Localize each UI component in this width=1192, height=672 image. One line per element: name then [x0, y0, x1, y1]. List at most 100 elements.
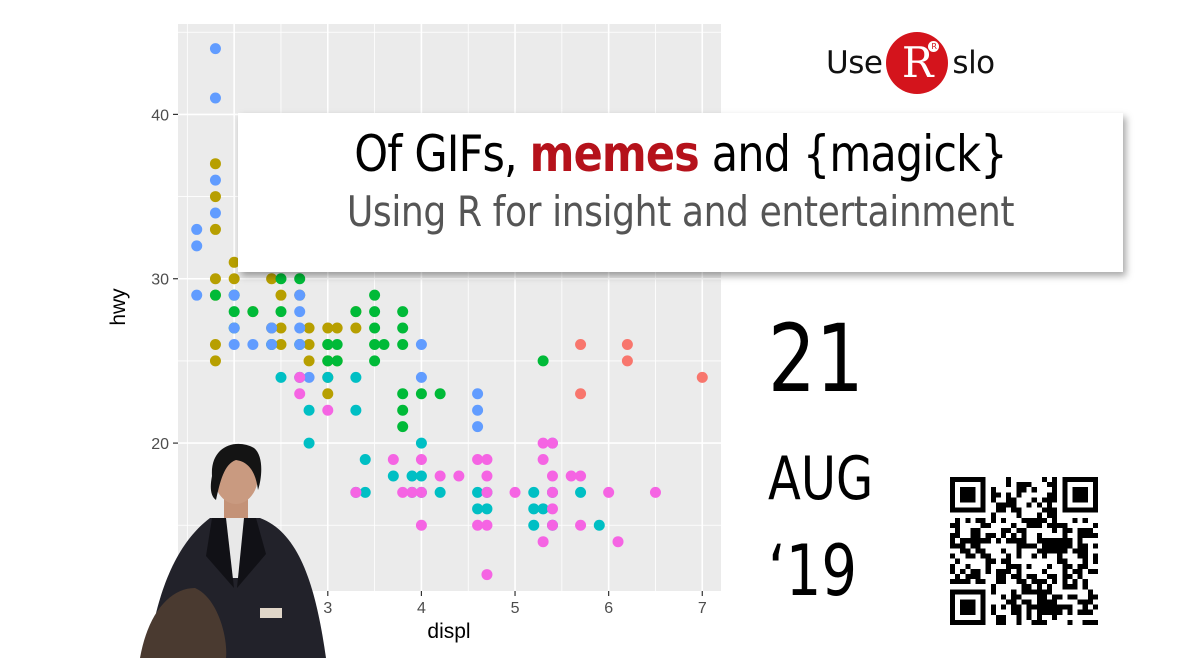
qr-module — [1072, 579, 1078, 585]
qr-module — [1041, 507, 1047, 513]
qr-module — [980, 579, 986, 585]
title-card: Of GIFs, memes and {magick} Using R for … — [238, 113, 1123, 272]
data-point — [322, 388, 334, 400]
qr-module — [975, 548, 981, 554]
data-point — [528, 486, 540, 498]
qr-module — [1031, 573, 1037, 580]
qr-module — [995, 579, 1002, 585]
qr-module — [1041, 619, 1047, 625]
qr-module — [950, 563, 956, 569]
qr-module — [1077, 573, 1083, 580]
data-point — [537, 536, 549, 548]
qr-module — [1041, 538, 1047, 544]
y-axis-title: hwy — [107, 288, 130, 326]
qr-module — [1031, 619, 1037, 625]
qr-module — [1057, 594, 1063, 600]
qr-module — [1092, 543, 1098, 549]
qr-module — [1082, 533, 1088, 539]
qr-module — [1062, 579, 1068, 585]
qr-module — [980, 538, 986, 544]
qr-module — [955, 558, 961, 564]
person-hand-card — [260, 608, 282, 618]
data-point — [350, 404, 362, 416]
data-point — [537, 355, 549, 367]
person-coat-in-arm — [140, 588, 227, 658]
qr-module — [970, 568, 976, 574]
qr-module — [950, 543, 956, 549]
qr-module — [1036, 589, 1042, 595]
qr-module — [990, 492, 996, 498]
qr-module — [1026, 573, 1032, 580]
data-point — [331, 338, 343, 350]
qr-module — [1036, 599, 1042, 605]
qr-module — [1006, 497, 1012, 503]
qr-module — [1046, 609, 1053, 615]
qr-module — [1087, 528, 1093, 534]
qr-module — [1016, 609, 1022, 615]
qr-module — [1016, 573, 1022, 580]
qr-module — [1031, 579, 1037, 585]
qr-module — [960, 568, 966, 574]
qr-module — [1031, 604, 1037, 610]
qr-module — [1011, 497, 1017, 503]
data-point — [294, 388, 306, 400]
data-point — [387, 454, 399, 466]
person-hair — [210, 443, 262, 500]
data-point — [322, 338, 334, 350]
qr-module — [1001, 502, 1007, 508]
qr-finder-center — [960, 599, 976, 615]
qr-module — [1036, 614, 1042, 620]
data-point — [275, 371, 287, 383]
qr-module — [1082, 584, 1088, 590]
data-point — [369, 355, 381, 367]
qr-module — [1041, 589, 1047, 595]
qr-module — [1036, 512, 1042, 518]
qr-module — [1041, 594, 1047, 600]
qr-module — [970, 533, 976, 539]
data-point — [247, 338, 259, 350]
data-point — [275, 273, 287, 285]
qr-module — [1077, 553, 1083, 559]
x-tick-label: 6 — [604, 600, 613, 617]
qr-module — [1006, 502, 1012, 508]
qr-module — [995, 492, 1002, 498]
qr-module — [955, 573, 961, 580]
qr-module — [1087, 568, 1093, 574]
data-point — [397, 338, 409, 350]
qr-module — [1036, 538, 1042, 544]
data-point — [472, 388, 484, 400]
qr-module — [1057, 522, 1063, 529]
qr-code-icon[interactable] — [950, 477, 1098, 625]
qr-module — [1082, 619, 1088, 625]
data-point — [228, 289, 240, 301]
x-tick-label: 3 — [323, 600, 332, 617]
data-point — [266, 322, 278, 334]
qr-module — [1016, 487, 1022, 493]
qr-module — [1077, 568, 1083, 574]
qr-module — [1006, 538, 1012, 544]
qr-module — [1016, 563, 1022, 569]
qr-module — [1077, 528, 1083, 534]
qr-module — [985, 553, 991, 559]
data-point — [369, 322, 381, 334]
data-point — [546, 437, 558, 449]
data-point — [546, 470, 558, 482]
qr-module — [985, 558, 991, 564]
person-lapel-left — [206, 518, 234, 588]
data-point — [228, 322, 240, 334]
qr-module — [990, 609, 996, 615]
qr-module — [1057, 553, 1063, 559]
qr-module — [955, 579, 961, 585]
data-point — [191, 289, 203, 301]
qr-module — [1087, 533, 1093, 539]
qr-module — [1052, 492, 1058, 498]
qr-module — [990, 589, 996, 595]
data-point — [369, 306, 381, 318]
qr-module — [955, 522, 961, 529]
qr-module — [980, 548, 986, 554]
qr-module — [1016, 604, 1022, 610]
data-point — [209, 191, 221, 203]
data-point — [275, 289, 287, 301]
data-point — [575, 388, 587, 400]
data-point — [350, 306, 362, 318]
